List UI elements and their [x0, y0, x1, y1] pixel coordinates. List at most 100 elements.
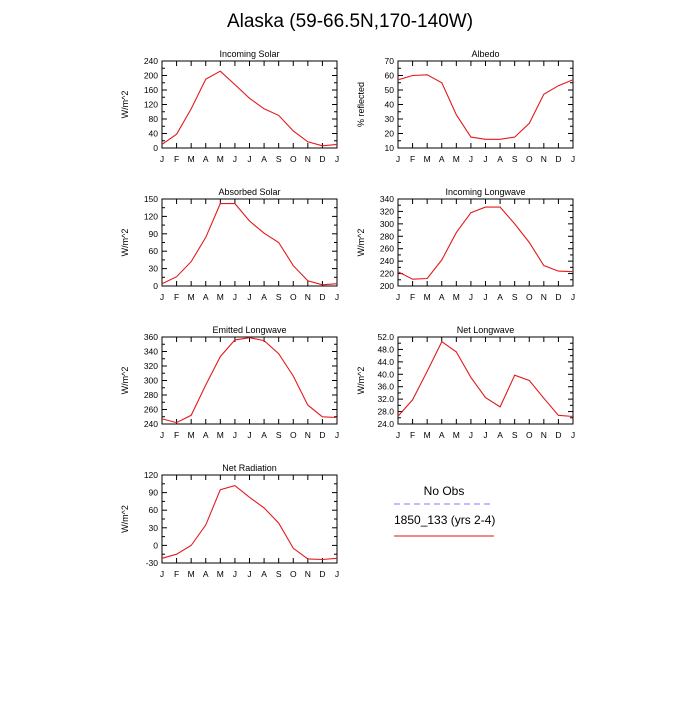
series-line-net-radiation: [161, 484, 338, 561]
x-tick-label-albedo: S: [512, 154, 518, 164]
x-tick-label-net-longwave: A: [497, 430, 503, 440]
x-tick-label-albedo: J: [469, 154, 473, 164]
y-tick-label-absorbed-solar: 30: [149, 264, 159, 274]
x-tick-label-net-longwave: O: [526, 430, 533, 440]
y-tick-label-net-longwave: 48.0: [377, 344, 394, 354]
y-axis-label-incoming-solar: W/m^2: [120, 91, 130, 119]
y-tick-label-incoming-longwave: 300: [380, 219, 394, 229]
y-axis-label-net-radiation: W/m^2: [120, 505, 130, 533]
x-tick-label-incoming-solar: J: [247, 154, 251, 164]
y-tick-label-absorbed-solar: 60: [149, 246, 159, 256]
panel-title-net-longwave: Net Longwave: [457, 325, 515, 335]
x-tick-label-incoming-longwave: J: [396, 292, 400, 302]
x-tick-label-net-radiation: J: [233, 569, 237, 579]
x-tick-label-absorbed-solar: M: [188, 292, 195, 302]
y-tick-label-albedo: 20: [385, 129, 395, 139]
x-tick-label-incoming-longwave: M: [424, 292, 431, 302]
panel-frame-emitted-longwave: [161, 336, 338, 425]
y-tick-label-incoming-longwave: 320: [380, 206, 394, 216]
x-tick-label-emitted-longwave: S: [276, 430, 282, 440]
x-tick-label-incoming-longwave: F: [410, 292, 415, 302]
y-tick-label-absorbed-solar: 90: [149, 229, 159, 239]
y-tick-label-albedo: 70: [385, 56, 395, 66]
y-tick-label-absorbed-solar: 150: [144, 194, 158, 204]
y-tick-label-albedo: 60: [385, 71, 395, 81]
y-tick-label-incoming-longwave: 280: [380, 231, 394, 241]
panel-frame-albedo: [397, 60, 574, 149]
x-tick-label-incoming-solar: M: [188, 154, 195, 164]
y-tick-label-net-radiation: -30: [146, 558, 159, 568]
x-tick-label-incoming-longwave: O: [526, 292, 533, 302]
y-tick-label-net-radiation: 30: [149, 523, 159, 533]
x-tick-label-emitted-longwave: F: [174, 430, 179, 440]
y-tick-label-emitted-longwave: 320: [144, 361, 158, 371]
x-tick-label-emitted-longwave: J: [233, 430, 237, 440]
legend-label-no-obs: No Obs: [424, 484, 465, 498]
y-axis-label-albedo: % reflected: [356, 82, 366, 127]
x-tick-label-absorbed-solar: J: [247, 292, 251, 302]
x-tick-label-incoming-solar: F: [174, 154, 179, 164]
y-tick-label-emitted-longwave: 300: [144, 376, 158, 386]
x-tick-label-absorbed-solar: J: [233, 292, 237, 302]
x-tick-label-net-longwave: A: [439, 430, 445, 440]
x-tick-label-emitted-longwave: M: [188, 430, 195, 440]
y-tick-label-net-longwave: 44.0: [377, 357, 394, 367]
y-tick-label-incoming-longwave: 340: [380, 194, 394, 204]
y-tick-label-net-longwave: 40.0: [377, 369, 394, 379]
x-tick-label-absorbed-solar: O: [290, 292, 297, 302]
x-tick-label-net-longwave: J: [396, 430, 400, 440]
x-tick-label-net-longwave: J: [571, 430, 575, 440]
x-tick-label-albedo: A: [497, 154, 503, 164]
x-tick-label-net-radiation: D: [319, 569, 325, 579]
x-tick-label-absorbed-solar: S: [276, 292, 282, 302]
panel-frame-net-longwave: [397, 336, 574, 425]
x-tick-label-absorbed-solar: D: [319, 292, 325, 302]
y-tick-label-net-longwave: 32.0: [377, 394, 394, 404]
x-tick-label-incoming-solar: S: [276, 154, 282, 164]
x-tick-label-net-longwave: M: [424, 430, 431, 440]
x-tick-label-albedo: D: [555, 154, 561, 164]
x-tick-label-incoming-longwave: A: [439, 292, 445, 302]
x-tick-label-albedo: A: [439, 154, 445, 164]
y-tick-label-net-longwave: 28.0: [377, 407, 394, 417]
x-tick-label-albedo: J: [571, 154, 575, 164]
x-tick-label-net-radiation: O: [290, 569, 297, 579]
series-line-incoming-solar: [161, 70, 338, 147]
panel-net-longwave: Net Longwave W/m^2 24.0 28.0 32.0 36.0 40.0 44.…: [356, 325, 575, 440]
x-tick-label-incoming-longwave: D: [555, 292, 561, 302]
x-tick-label-net-longwave: S: [512, 430, 518, 440]
x-tick-label-emitted-longwave: A: [203, 430, 209, 440]
y-tick-label-incoming-solar: 0: [153, 143, 158, 153]
x-tick-label-net-longwave: J: [469, 430, 473, 440]
panel-title-emitted-longwave: Emitted Longwave: [212, 325, 286, 335]
x-tick-label-net-radiation: N: [305, 569, 311, 579]
x-tick-label-emitted-longwave: D: [319, 430, 325, 440]
x-tick-label-emitted-longwave: J: [160, 430, 164, 440]
x-tick-label-albedo: O: [526, 154, 533, 164]
x-tick-label-absorbed-solar: N: [305, 292, 311, 302]
y-tick-label-incoming-solar: 160: [144, 85, 158, 95]
panel-frame-incoming-longwave: [397, 198, 574, 287]
y-tick-label-incoming-solar: 40: [149, 129, 159, 139]
y-tick-label-albedo: 30: [385, 114, 395, 124]
x-tick-label-albedo: J: [396, 154, 400, 164]
y-tick-label-incoming-longwave: 240: [380, 256, 394, 266]
y-tick-label-incoming-solar: 120: [144, 100, 158, 110]
panel-title-absorbed-solar: Absorbed Solar: [218, 187, 280, 197]
x-tick-label-incoming-solar: M: [217, 154, 224, 164]
y-tick-label-net-longwave: 36.0: [377, 382, 394, 392]
x-tick-label-absorbed-solar: F: [174, 292, 179, 302]
x-tick-label-incoming-longwave: J: [469, 292, 473, 302]
y-tick-label-incoming-longwave: 260: [380, 244, 394, 254]
x-tick-label-albedo: N: [541, 154, 547, 164]
x-tick-label-incoming-longwave: N: [541, 292, 547, 302]
x-tick-label-incoming-longwave: M: [453, 292, 460, 302]
y-tick-label-emitted-longwave: 280: [144, 390, 158, 400]
x-tick-label-albedo: J: [483, 154, 487, 164]
x-tick-label-absorbed-solar: A: [203, 292, 209, 302]
